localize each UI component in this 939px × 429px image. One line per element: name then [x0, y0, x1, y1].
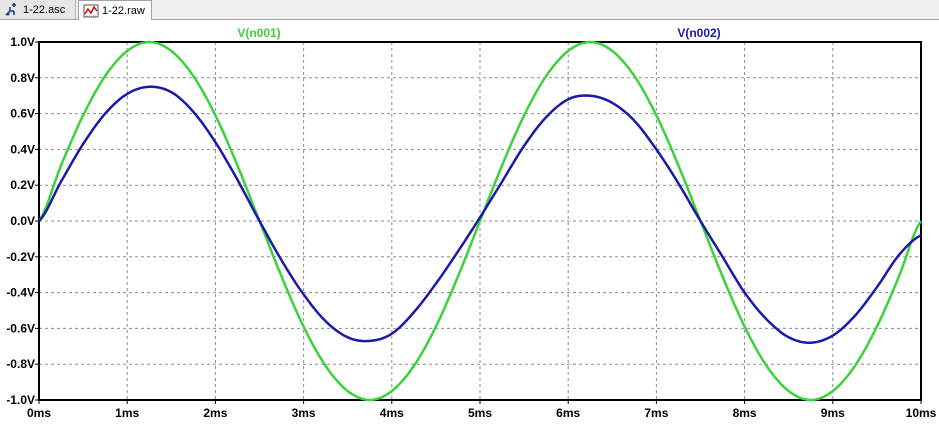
x-tick-label: 10ms — [906, 406, 937, 420]
chart-svg: 0ms 1ms 2ms 3ms 4ms 5ms 6ms 7ms 8ms 9ms 10ms 1.0V 0.… — [6, 26, 937, 420]
legend-label-vn001: V(n001) — [237, 26, 280, 40]
tab-schematic[interactable]: 1-22.asc — [0, 0, 76, 19]
y-tick-label: 1.0V — [10, 35, 35, 49]
tab-label: 1-22.asc — [23, 3, 66, 16]
y-tick-label: 0.0V — [10, 214, 35, 228]
x-tick-label: 2ms — [203, 406, 227, 420]
x-tick-label: 4ms — [380, 406, 404, 420]
y-tick-label: 0.2V — [10, 178, 35, 192]
x-tick-label: 0ms — [27, 406, 51, 420]
x-tick-label: 6ms — [556, 406, 580, 420]
y-tick-label: -1.0V — [6, 393, 35, 407]
waveform-icon — [83, 4, 99, 17]
schematic-icon — [5, 2, 16, 16]
tab-bar: 1-22.asc 1-22.raw — [0, 0, 939, 20]
tab-label: 1-22.raw — [102, 4, 145, 17]
y-tick-label: -0.2V — [6, 250, 35, 264]
waveform-plot[interactable]: 0ms 1ms 2ms 3ms 4ms 5ms 6ms 7ms 8ms 9ms 10ms 1.0V 0.… — [0, 20, 939, 429]
x-tick-label: 5ms — [468, 406, 492, 420]
x-tick-label: 9ms — [821, 406, 845, 420]
legend-label-vn002: V(n002) — [677, 26, 720, 40]
y-tick-label: -0.8V — [6, 357, 35, 371]
y-tick-label: 0.8V — [10, 71, 35, 85]
y-tick-label: 0.6V — [10, 107, 35, 121]
y-tick-label: -0.6V — [6, 321, 35, 335]
series-line-vn002 — [38, 85, 922, 344]
x-tick-label: 8ms — [733, 406, 757, 420]
series-line-vn001 — [37, 40, 923, 402]
y-tick-label: 0.4V — [10, 142, 35, 156]
x-tick-label: 3ms — [292, 406, 316, 420]
x-tick-label: 7ms — [644, 406, 668, 420]
tab-waveform[interactable]: 1-22.raw — [78, 0, 152, 20]
y-tick-label: -0.4V — [6, 286, 35, 300]
x-tick-label: 1ms — [115, 406, 139, 420]
